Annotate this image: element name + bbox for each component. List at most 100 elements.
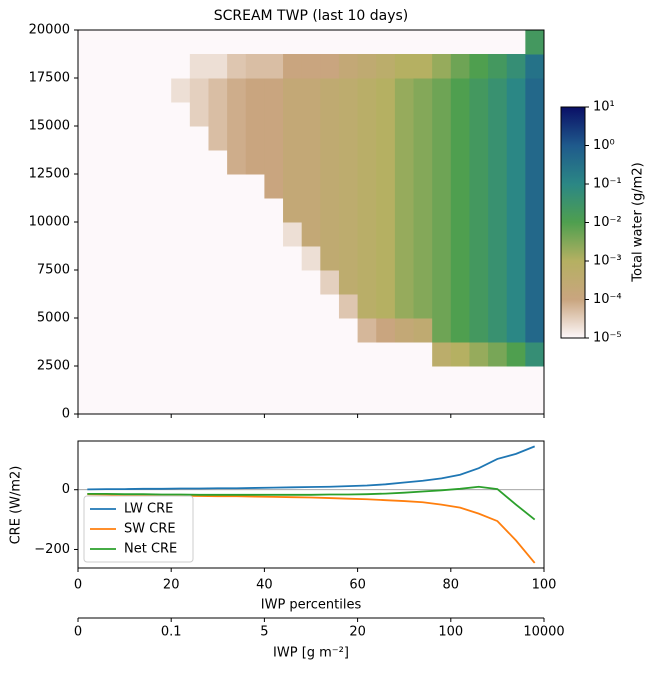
- heatmap-cell: [413, 270, 433, 295]
- colorbar: [560, 106, 586, 339]
- heatmap-cell: [450, 126, 470, 151]
- heatmap-cell: [357, 54, 377, 79]
- heatmap-cell: [357, 318, 377, 343]
- heatmap-cell: [301, 126, 321, 151]
- heatmap-cell: [469, 174, 489, 199]
- colorbar-tick-label: 10⁻⁴: [593, 292, 622, 307]
- heatmap-cell: [525, 174, 545, 199]
- x2-axis-label: IWP [g m⁻²]: [273, 646, 349, 661]
- legend-label: LW CRE: [124, 502, 173, 517]
- colorbar-tick-label: 10⁻¹: [593, 177, 622, 192]
- heatmap-cell: [450, 318, 470, 343]
- heatmap-cell: [469, 102, 489, 127]
- heatmap-cell: [525, 30, 545, 55]
- heatmap-cell: [506, 270, 526, 295]
- heatmap-cell: [413, 54, 433, 79]
- x-tick-label: 80: [443, 578, 460, 593]
- colorbar-tick-label: 10⁻⁵: [593, 331, 622, 346]
- y-tick-label: 12500: [29, 167, 70, 182]
- heatmap-cell: [357, 150, 377, 175]
- heatmap-cell: [338, 294, 359, 319]
- heatmap-cell: [301, 54, 321, 79]
- heatmap-cell: [506, 150, 526, 175]
- heatmap-cell: [488, 102, 508, 127]
- heatmap-cell: [320, 174, 340, 199]
- heatmap-cell: [227, 78, 247, 103]
- heatmap-cell: [506, 126, 526, 151]
- heatmap-cell: [525, 150, 545, 175]
- heatmap-cell: [488, 150, 508, 175]
- heatmap-cell: [413, 294, 433, 319]
- heatmap-cell: [394, 126, 415, 151]
- colorbar-label: Total water (g/m2): [631, 162, 646, 282]
- heatmap-cell: [208, 54, 228, 79]
- heatmap-cell: [227, 174, 247, 199]
- x-axis-label: IWP percentiles: [261, 598, 362, 613]
- heatmap-cell: [245, 126, 265, 151]
- heatmap-cell: [189, 54, 209, 79]
- heatmap-cell: [506, 294, 526, 319]
- heatmap-cell: [506, 174, 526, 199]
- heatmap-cell: [338, 174, 359, 199]
- heatmap-cell: [413, 150, 433, 175]
- heatmap-cell: [525, 78, 545, 103]
- heatmap-cell: [432, 198, 452, 223]
- heatmap-cell: [283, 174, 303, 199]
- heatmap-cell: [450, 54, 470, 79]
- heatmap-cell: [450, 342, 470, 367]
- heatmap-cell: [413, 318, 433, 343]
- heatmap-cell: [525, 246, 545, 271]
- heatmap-cell: [506, 78, 526, 103]
- x2-tick-label: 0: [74, 625, 82, 640]
- y-tick-label: 2500: [37, 359, 70, 374]
- heatmap-cell: [469, 270, 489, 295]
- heatmap-cell: [394, 174, 415, 199]
- heatmap-cell: [506, 54, 526, 79]
- heatmap-cell: [357, 198, 377, 223]
- heatmap-cell: [394, 54, 415, 79]
- heatmap-cell: [525, 126, 545, 151]
- heatmap-cell: [376, 150, 396, 175]
- heatmap-cell: [338, 222, 359, 247]
- heatmap-cell: [245, 174, 265, 199]
- heatmap-cell: [488, 126, 508, 151]
- heatmap-cell: [394, 102, 415, 127]
- legend-label: SW CRE: [124, 522, 176, 537]
- heatmap-cell: [450, 270, 470, 295]
- heatmap-cell: [488, 222, 508, 247]
- heatmap-cell: [301, 246, 321, 271]
- heatmap-cell: [394, 150, 415, 175]
- heatmap-cell: [488, 198, 508, 223]
- heatmap-cell: [320, 54, 340, 79]
- heatmap-cell: [264, 174, 284, 199]
- heatmap-cell: [338, 102, 359, 127]
- heatmap-cell: [245, 54, 265, 79]
- heatmap-cell: [432, 318, 452, 343]
- heatmap-cell: [394, 270, 415, 295]
- heatmap-cell: [469, 150, 489, 175]
- heatmap-cell: [320, 222, 340, 247]
- heatmap-cell: [264, 78, 284, 103]
- x2-tick-label: 100: [438, 625, 463, 640]
- heatmap-cell: [357, 270, 377, 295]
- heatmap-cell: [488, 246, 508, 271]
- heatmap-cell: [357, 174, 377, 199]
- heatmap-cell: [506, 102, 526, 127]
- heatmap-cell: [488, 270, 508, 295]
- x-tick-label: 100: [532, 578, 557, 593]
- heatmap-cell: [376, 174, 396, 199]
- heatmap-cell: [413, 246, 433, 271]
- heatmap-cell: [338, 246, 359, 271]
- heatmap-cell: [171, 54, 191, 79]
- heatmap-cell: [394, 318, 415, 343]
- heatmap-cell: [301, 198, 321, 223]
- heatmap-cell: [301, 78, 321, 103]
- heatmap-cell: [301, 150, 321, 175]
- legend-label: Net CRE: [124, 542, 177, 557]
- y-tick-label: 17500: [29, 71, 70, 86]
- x-tick-label: 20: [163, 578, 180, 593]
- heatmap-cell: [208, 78, 228, 103]
- heatmap-cell: [488, 174, 508, 199]
- heatmap-cell: [450, 102, 470, 127]
- heatmap-cell: [525, 222, 545, 247]
